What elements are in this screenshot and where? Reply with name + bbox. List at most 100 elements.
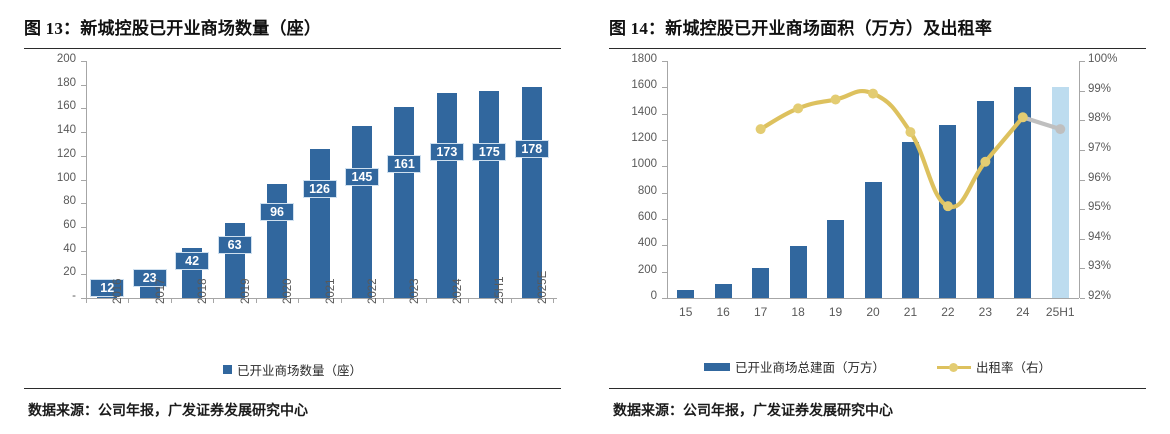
bar-data-label: 175 [472, 143, 507, 161]
legend-square-icon [222, 365, 232, 374]
figure-13-top-rule [24, 48, 561, 49]
figure-14-source: 数据来源：公司年报，广发证券发展研究中心 [613, 404, 893, 419]
x-axis-label: 24 [1016, 305, 1030, 319]
x-axis-label: 15 [679, 305, 693, 319]
y2-axis-label: 96% [1088, 172, 1112, 184]
x-axis-line [667, 298, 1079, 300]
figure-13-legend: 已开业商场数量（座） [24, 360, 561, 379]
x-axis-label: 21 [903, 305, 918, 319]
figure-14-legend: 已开业商场总建面（万方） 出租率（右） [609, 357, 1146, 376]
y2-tick [1080, 120, 1085, 121]
occupancy-line-forecast [1020, 115, 1063, 132]
x-axis-label: 2017 [154, 278, 167, 304]
y-axis-label: 200 [637, 264, 657, 276]
y-axis-label: 1000 [631, 158, 657, 170]
x-axis-label: 18 [791, 305, 805, 319]
occupancy-point [1017, 112, 1028, 123]
occupancy-point [755, 124, 766, 135]
bar-data-label: 145 [344, 168, 379, 186]
x-tick [426, 298, 427, 303]
occupancy-point [980, 156, 991, 167]
y-axis-label: 120 [56, 148, 76, 160]
figure-14-title: 图 14：新城控股已开业商场面积（万方）及出租率 [609, 19, 993, 38]
x-axis-label: 25H1 [494, 276, 507, 305]
y2-axis-label: 94% [1088, 231, 1112, 243]
y-axis-line [667, 61, 669, 298]
x-axis-label: 2021 [324, 278, 337, 304]
bar [1051, 86, 1069, 298]
bar [436, 92, 457, 298]
y-axis-label: 160 [56, 100, 76, 112]
y-tick [662, 272, 667, 273]
x-axis-line [86, 298, 557, 300]
y2-axis-label: 99% [1088, 83, 1112, 95]
bar [521, 87, 542, 298]
y-axis-label: 200 [56, 53, 76, 65]
x-axis-label: 22 [941, 305, 955, 319]
y-axis-label: 400 [637, 237, 657, 249]
x-tick [383, 298, 384, 303]
x-axis-label: 16 [716, 305, 730, 319]
legend-bar-icon [703, 362, 730, 371]
figure-13-panel: 图 13：新城控股已开业商场数量（座） - 20 40 60 80 100 120 140 16… [24, 19, 561, 419]
figure-13-title: 图 13：新城控股已开业商场数量（座） [24, 19, 322, 38]
x-axis-label: 2024 [451, 278, 464, 304]
occupancy-point [942, 201, 953, 212]
y-tick [81, 203, 86, 204]
bar [714, 284, 732, 298]
y-tick [662, 298, 667, 299]
y-axis-label: 20 [63, 266, 76, 278]
y-axis-label: 180 [56, 77, 76, 89]
figure-14-plot: 0 200 400 600 800 1000 1200 1400 1600 1800 92% 93% 9… [609, 53, 1146, 319]
x-tick [86, 298, 87, 303]
bar [976, 101, 994, 298]
y-axis-label: 1200 [631, 132, 657, 144]
bar [789, 245, 807, 298]
bar [901, 141, 919, 298]
y2-tick [1080, 150, 1085, 151]
y-axis-label: 40 [63, 243, 76, 255]
y-tick [81, 156, 86, 157]
x-axis-label: 17 [753, 305, 768, 319]
y-axis-label: 100 [56, 172, 76, 184]
bar [677, 290, 695, 298]
x-axis-label: 2020 [282, 278, 295, 304]
x-axis-label: 2025E [536, 270, 549, 304]
x-tick [553, 298, 554, 303]
figure-13-bottom-rule [24, 388, 561, 389]
figure-14-bottom-rule [609, 388, 1146, 389]
bar-data-label: 23 [132, 269, 167, 287]
y2-tick [1080, 61, 1085, 62]
y-tick [662, 87, 667, 88]
y-tick [662, 61, 667, 62]
y2-tick [1080, 180, 1085, 181]
legend-line-dot [949, 362, 958, 372]
x-tick [256, 298, 257, 303]
occupancy-point [793, 103, 804, 114]
x-axis-label: 20 [866, 305, 880, 319]
y-axis-label: 140 [56, 124, 76, 136]
x-axis-label: 2023 [409, 278, 422, 304]
y-tick [81, 132, 86, 133]
x-tick [171, 298, 172, 303]
figure-13-source: 数据来源：公司年报，广发证券发展研究中心 [28, 404, 308, 419]
figure-13-plot: - 20 40 60 80 100 120 140 160 180 200 12 23 42 63 96 126… [24, 53, 561, 305]
x-axis-label: 23 [978, 305, 993, 319]
occupancy-point [1055, 124, 1066, 135]
bar-data-label: 42 [175, 252, 210, 270]
bar-data-label: 12 [90, 279, 125, 297]
bar-data-label: 63 [217, 236, 252, 254]
bar [394, 107, 415, 298]
legend-label: 出租率（右） [976, 361, 1052, 375]
x-axis-label: 19 [828, 305, 843, 319]
legend-item-0: 已开业商场总建面（万方） [703, 357, 885, 376]
y-axis-label: 0 [650, 290, 657, 302]
occupancy-point [868, 88, 878, 99]
bar [864, 182, 882, 298]
y-axis-label: 60 [63, 219, 76, 231]
y-tick [662, 193, 667, 194]
bar [479, 90, 500, 298]
y2-axis-label: 92% [1088, 290, 1112, 302]
y-tick [662, 219, 667, 220]
bar [827, 219, 845, 298]
